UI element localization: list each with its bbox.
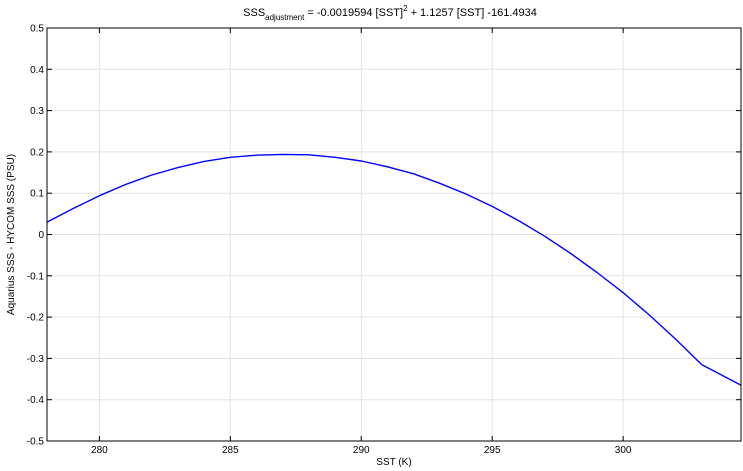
y-tick-label: -0.5 (27, 437, 45, 448)
series-layer (46, 153, 742, 386)
x-tick-label: 295 (484, 445, 501, 456)
y-tick-label: 0.3 (30, 106, 44, 117)
title-part2: + 1.1257 [SST] -161.4934 (408, 7, 537, 19)
y-tick-label: 0 (38, 230, 44, 241)
y-tick-label: -0.3 (27, 354, 45, 365)
y-tick-label: 0.2 (30, 147, 44, 158)
y-axis-label: Aquarius SSS - HYCOM SSS (PSU) (6, 154, 17, 315)
ticks: 280 285 290 295 300 -0.5 -0.4 -0.3 -0.2 -0.1 0 0.1 0… (27, 24, 741, 456)
title-part1: = -0.0019594 [SST] (304, 7, 403, 19)
chart-title: SSSadjustment = -0.0019594 [SST]2 + 1.12… (243, 4, 537, 22)
x-axis-label: SST (K) (376, 457, 411, 468)
grid (47, 27, 741, 442)
y-tick-label: 0.1 (30, 189, 44, 200)
series-line (46, 153, 742, 386)
y-tick-label: -0.1 (27, 271, 45, 282)
y-tick-label: -0.2 (27, 313, 45, 324)
x-tick-label: 280 (91, 445, 108, 456)
x-tick-label: 300 (615, 445, 632, 456)
title-superscript: 2 (403, 4, 408, 13)
y-tick-label: -0.4 (27, 395, 45, 406)
y-tick-label: 0.5 (30, 24, 44, 35)
y-tick-label: 0.4 (30, 65, 44, 76)
title-base: SSS (243, 7, 265, 19)
x-tick-label: 285 (222, 445, 239, 456)
x-tick-label: 290 (353, 445, 370, 456)
title-subscript: adjustment (265, 13, 305, 22)
